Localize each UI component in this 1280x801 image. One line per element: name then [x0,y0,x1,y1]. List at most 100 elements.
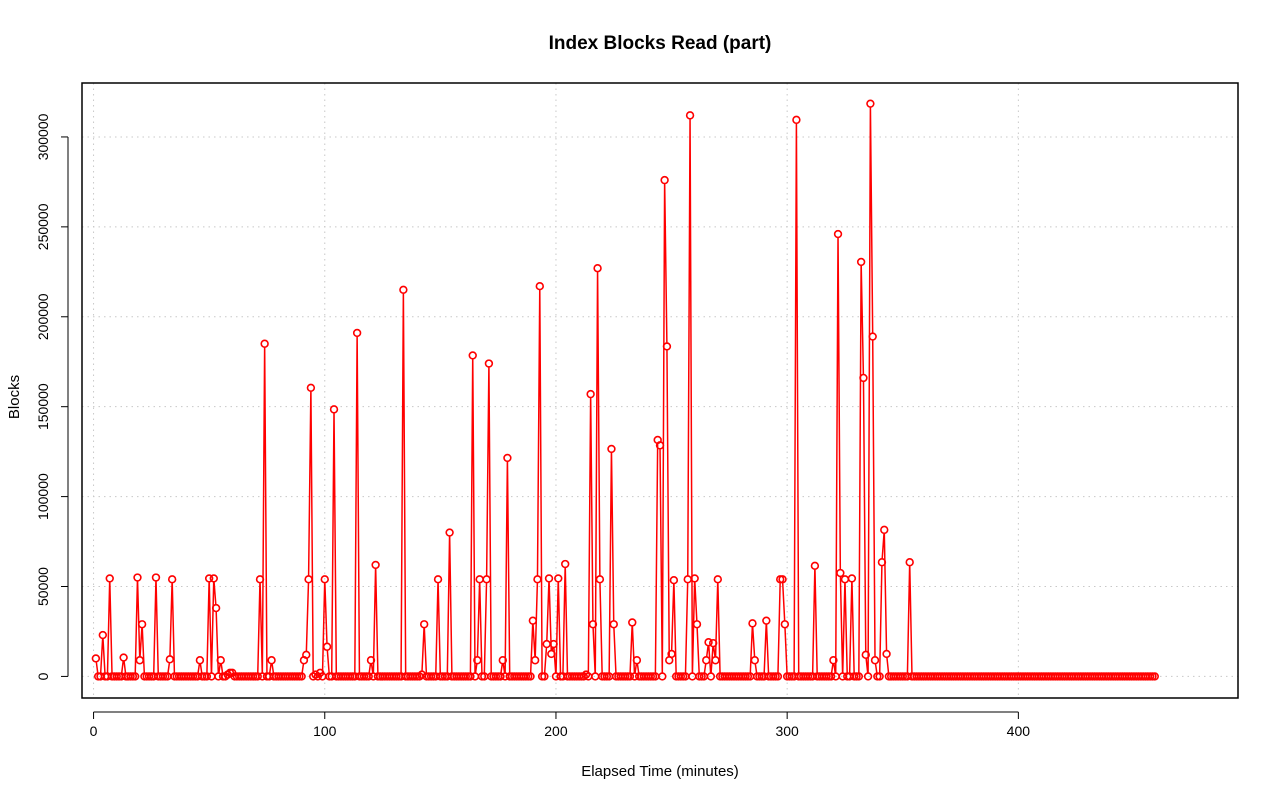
data-point [216,656,225,665]
data-point [320,575,329,584]
y-tick-label: 100000 [35,473,51,520]
data-point [544,574,554,583]
data-point [588,620,598,629]
data-point [660,175,669,185]
data-point [547,649,556,659]
data-point [503,453,512,463]
data-point [399,285,408,294]
data-point [692,620,702,629]
y-tick-label: 0 [35,672,51,680]
data-point [322,642,332,651]
y-tick-label: 150000 [35,383,51,430]
data-point [530,656,540,665]
data-point [847,574,857,583]
data-point [690,574,699,583]
x-tick-label: 300 [775,723,799,739]
data-point [854,672,864,681]
data-point [836,568,845,578]
data-point [433,575,443,584]
data-point [905,558,914,567]
data-point [364,672,373,681]
data-point [533,575,542,584]
y-axis-label: Blocks [6,375,23,419]
data-point [688,672,697,681]
plot-frame [81,82,1239,699]
data-point [484,359,494,368]
data-point [593,264,602,273]
data-point [708,638,718,648]
data-point [535,282,544,291]
data-point [466,672,475,681]
data-point [773,672,783,681]
data-point [540,672,549,681]
data-point [880,525,889,535]
data-point [609,620,618,629]
data-point [306,383,316,392]
data-point [863,672,873,681]
x-tick-label: 100 [313,723,337,739]
data-point [778,575,787,584]
data-point [877,558,887,567]
chart-title: Index Blocks Read (part) [549,33,772,54]
data-point [371,560,380,570]
data-point [713,575,722,584]
data-point [482,575,491,584]
data-point [352,328,362,338]
y-tick-label: 50000 [35,567,51,606]
data-point [750,656,759,665]
data-point [445,528,454,537]
data-point [468,351,477,360]
data-point [586,389,595,399]
data-point [826,672,836,681]
x-tick-label: 400 [1007,723,1031,739]
data-point [625,672,635,681]
data-point [267,656,276,665]
x-axis-label: Elapsed Time (minutes) [581,763,739,780]
data-point [762,616,771,625]
data-point [135,656,145,665]
x-tick-label: 200 [544,723,568,739]
data-point [304,575,313,584]
data-point [704,638,713,647]
data-point [561,559,570,569]
series-line [95,107,913,673]
data-point [302,650,311,660]
data-point [151,573,161,582]
data-point [297,672,306,681]
data-point [662,342,672,351]
data-point [607,444,616,454]
data-point [856,257,866,267]
data-point [667,649,676,659]
data-point [840,575,850,584]
data-point [554,574,563,583]
data-point [260,339,269,348]
data-point [209,574,218,583]
data-point [792,115,801,125]
data-series [91,99,1159,681]
data-point [810,561,820,571]
data-point [870,656,880,665]
data-point [669,576,679,585]
data-point [167,575,177,584]
data-point [866,99,875,108]
y-tick-label: 300000 [35,113,51,160]
data-point [748,619,757,628]
data-point [711,656,720,665]
data-point [1150,672,1159,681]
data-point [595,575,605,584]
data-point [105,574,114,583]
data-point [329,405,339,414]
data-point [130,672,140,681]
data-point [419,620,429,629]
data-point [137,620,147,629]
data-point [859,373,868,383]
data-point [253,672,262,681]
data-point [833,229,843,239]
data-point [202,672,212,681]
data-point [255,575,265,584]
data-point [628,618,637,627]
data-point [683,575,692,584]
data-point [473,656,482,665]
data-point [868,332,877,341]
